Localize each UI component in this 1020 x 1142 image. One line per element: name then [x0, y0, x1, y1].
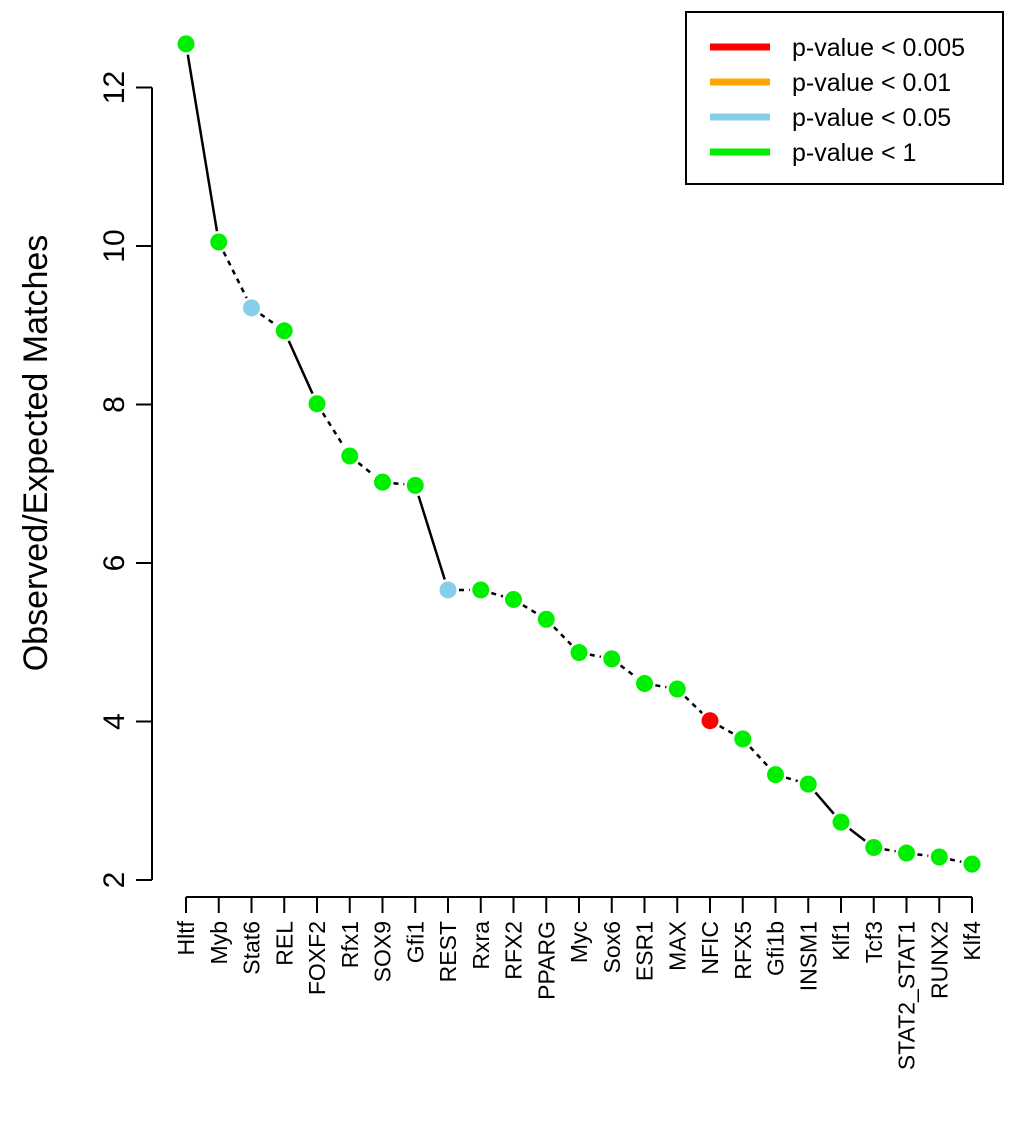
data-point [898, 844, 915, 862]
data-point [603, 650, 621, 668]
data-point [537, 610, 555, 628]
series-line-segment [884, 848, 896, 853]
data-point [374, 473, 391, 491]
data-point [668, 680, 686, 698]
data-point [767, 766, 784, 784]
data-point [734, 730, 752, 748]
series-line-segment [490, 591, 504, 598]
series-line-segment [655, 684, 667, 689]
y-ticks-group: 2 4 6 8 10 12 [98, 71, 152, 889]
series-line-segment [357, 461, 375, 477]
x-tick-label: Sox6 [599, 921, 625, 973]
series-line-segment [393, 481, 405, 486]
series-line-segment [417, 495, 446, 580]
x-tick-label: REST [435, 921, 461, 982]
data-point [963, 855, 981, 873]
x-tick-label: Rfx1 [337, 921, 363, 968]
series-line-segment [287, 340, 314, 395]
x-tick-label: INSM1 [795, 921, 821, 991]
y-tick-label: 12 [98, 71, 131, 104]
series-line-segment [684, 695, 703, 714]
x-tick-label: FOXF2 [304, 921, 330, 995]
series-line-segment [553, 626, 573, 646]
series-line-segment [186, 54, 219, 232]
x-tick-label: STAT2_STAT1 [894, 921, 920, 1070]
y-tick-label: 4 [98, 713, 131, 730]
series-line-group [186, 54, 962, 864]
data-point [275, 322, 293, 340]
series-line-segment [589, 653, 602, 659]
x-ticks-group: Hltf Myb Stat6 REL FOXF2 Rfx1 SOX9 Gfi1 REST Rxra… [173, 897, 985, 1070]
series-line-segment [321, 412, 345, 448]
x-tick-label: SOX9 [370, 921, 396, 982]
legend-label: p-value < 0.005 [792, 34, 965, 62]
x-tick-label: Hltf [173, 920, 199, 955]
x-tick-label: RFX2 [501, 921, 527, 980]
series-line-segment [749, 746, 769, 768]
x-tick-label: RUNX2 [926, 921, 952, 999]
legend-label: p-value < 1 [792, 139, 916, 167]
data-point [930, 848, 948, 866]
series-line-segment [619, 664, 637, 678]
series-points-group [177, 35, 981, 873]
data-point [308, 395, 326, 413]
series-line-segment [814, 791, 835, 815]
x-tick-label: Myc [566, 921, 592, 963]
data-point [570, 644, 588, 662]
y-tick-label: 6 [98, 555, 131, 572]
y-tick-label: 10 [98, 229, 131, 262]
series-line-segment [719, 724, 734, 735]
y-axis-title: Observed/Expected Matches [17, 235, 55, 672]
x-tick-label: MAX [664, 921, 690, 971]
x-tick-label: Tcf3 [861, 921, 887, 963]
data-point [865, 839, 883, 857]
series-line-segment [949, 858, 962, 864]
y-tick-label: 2 [98, 872, 131, 889]
legend-label: p-value < 0.05 [792, 104, 951, 132]
data-point [799, 775, 817, 793]
data-point [505, 590, 522, 608]
data-point [243, 299, 260, 317]
series-line-segment [785, 776, 799, 783]
series-line-segment [522, 604, 538, 615]
x-tick-label: Klf1 [828, 921, 854, 961]
series-line-segment [222, 251, 248, 299]
data-point [636, 674, 653, 692]
x-tick-label: Stat6 [239, 921, 265, 975]
x-tick-label: Klf4 [959, 921, 985, 961]
data-point [210, 233, 228, 251]
x-tick-label: Rxra [468, 921, 494, 970]
x-tick-label: PPARG [533, 921, 559, 1000]
y-tick-label: 8 [98, 396, 131, 413]
x-tick-label: REL [271, 921, 297, 966]
x-tick-label: NFIC [697, 921, 723, 975]
legend: p-value < 0.005 p-value < 0.01 p-value < 0… [685, 11, 1004, 185]
series-line-segment [259, 313, 276, 326]
series-line-segment [917, 853, 929, 857]
x-tick-label: ESR1 [632, 921, 658, 981]
x-tick-label: Myb [206, 921, 232, 964]
data-point [177, 35, 195, 53]
x-tick-label: Gfi1b [763, 921, 789, 976]
legend-label: p-value < 0.01 [792, 69, 951, 97]
x-tick-label: Gfi1 [402, 921, 428, 963]
data-point [406, 476, 424, 494]
data-point [341, 447, 359, 465]
data-point [701, 712, 719, 730]
data-point [832, 813, 850, 831]
series-line-segment [848, 827, 866, 842]
x-tick-label: RFX5 [730, 921, 756, 980]
data-point [439, 581, 457, 599]
axes-group [151, 87, 972, 898]
data-point [472, 581, 490, 599]
